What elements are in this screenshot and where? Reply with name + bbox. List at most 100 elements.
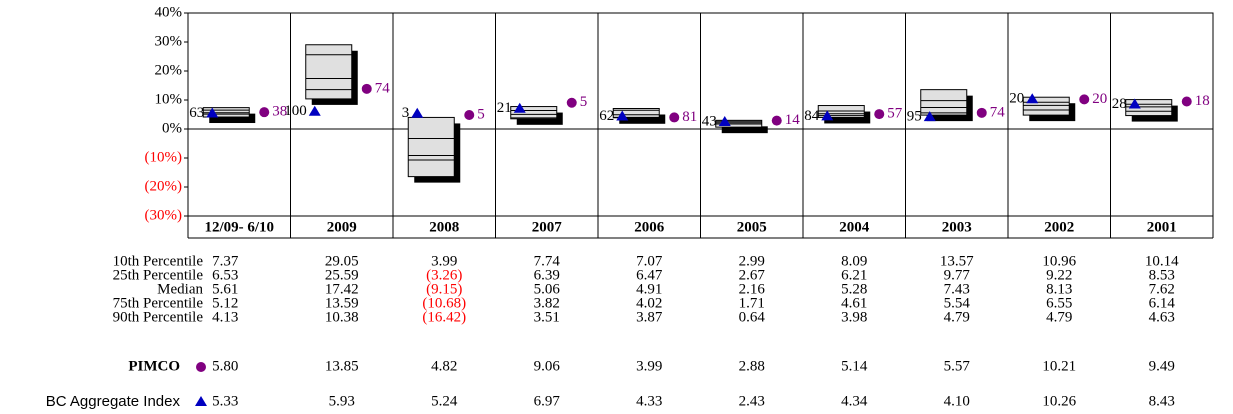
- table-value: 3.99: [636, 358, 662, 374]
- index-rank: 20: [1009, 91, 1024, 107]
- table-value: 2.16: [739, 281, 766, 297]
- index-rank: 28: [1112, 96, 1127, 112]
- table-value: 13.59: [325, 295, 359, 311]
- table-value: 10.26: [1042, 393, 1076, 409]
- index-rank: 62: [599, 108, 614, 124]
- index-marker: [1128, 98, 1141, 109]
- table-value: 0.64: [739, 309, 766, 325]
- category-label: 2003: [942, 219, 972, 235]
- table-value: 10.21: [1042, 358, 1076, 374]
- category-label: 2007: [532, 219, 563, 235]
- table-value: 5.80: [212, 358, 238, 374]
- table-value: 17.42: [325, 281, 359, 297]
- box: [920, 89, 968, 116]
- table-value: 9.77: [944, 267, 971, 283]
- pimco-marker: [464, 110, 475, 121]
- y-tick-label: 10%: [155, 91, 183, 107]
- pimco-marker: [669, 112, 680, 123]
- y-tick-label: 0%: [162, 120, 182, 136]
- table-value: 13.57: [940, 253, 974, 269]
- y-tick-label: 40%: [155, 4, 183, 20]
- pimco-marker: [361, 83, 372, 94]
- table-value: 5.12: [212, 295, 238, 311]
- table-value: 5.93: [329, 393, 355, 409]
- pimco-rank: 38: [272, 104, 287, 120]
- table-value: 5.57: [944, 358, 971, 374]
- table-value: 2.67: [739, 267, 766, 283]
- index-rank: 100: [284, 103, 307, 119]
- index-marker: [206, 107, 219, 118]
- row-label: 90th Percentile: [113, 309, 204, 325]
- pimco-rank: 20: [1092, 91, 1107, 107]
- pimco-rank: 5: [477, 106, 485, 122]
- category-label: 12/09- 6/10: [204, 219, 274, 235]
- table-value: 8.09: [841, 253, 867, 269]
- table-value: 5.33: [212, 393, 238, 409]
- legend-marker: [196, 362, 206, 372]
- index-marker: [821, 110, 834, 121]
- table-value: 6.55: [1046, 295, 1072, 311]
- row-label: 25th Percentile: [113, 267, 204, 283]
- index-rank: 43: [702, 113, 717, 129]
- index-marker: [718, 115, 731, 126]
- row-label: 10th Percentile: [113, 253, 204, 269]
- table-value: 6.53: [212, 267, 238, 283]
- table-value: 4.02: [636, 295, 662, 311]
- table-value: 6.21: [841, 267, 867, 283]
- y-tick-label: 30%: [155, 33, 183, 49]
- y-tick-label: (30%): [145, 207, 183, 223]
- y-tick-label: 20%: [155, 62, 183, 78]
- y-tick-label: (10%): [145, 149, 183, 165]
- pimco-rank: 74: [990, 104, 1006, 120]
- table-value: 2.88: [739, 358, 765, 374]
- pimco-marker: [1079, 94, 1090, 105]
- table-value: 4.34: [841, 393, 868, 409]
- pimco-marker: [771, 115, 782, 126]
- box: [305, 44, 353, 100]
- table-value: 1.71: [739, 295, 765, 311]
- category-label: 2009: [327, 219, 357, 235]
- table-value: 3.82: [534, 295, 560, 311]
- table-value: 6.14: [1149, 295, 1176, 311]
- table-value: 4.63: [1149, 309, 1175, 325]
- table-value: 2.43: [739, 393, 765, 409]
- pimco-rank: 14: [785, 112, 801, 128]
- pimco-marker: [874, 109, 885, 120]
- table-value: 9.49: [1149, 358, 1175, 374]
- table-value: 29.05: [325, 253, 359, 269]
- table-value: 4.82: [431, 358, 457, 374]
- box-shadow: [721, 126, 768, 134]
- box-shadow: [619, 114, 666, 124]
- table-value: 10.38: [325, 309, 359, 325]
- index-rank: 21: [497, 100, 512, 116]
- pimco-rank: 81: [682, 109, 697, 125]
- category-label: 2008: [429, 219, 459, 235]
- pimco-rank: 5: [580, 94, 588, 110]
- table-value: 4.79: [1046, 309, 1072, 325]
- table-value: 5.61: [212, 281, 238, 297]
- pimco-marker: [259, 107, 270, 118]
- category-label: 2005: [737, 219, 767, 235]
- row-label: 75th Percentile: [113, 295, 204, 311]
- row-label: PIMCO: [128, 358, 180, 374]
- table-value: 9.06: [534, 358, 561, 374]
- index-marker: [411, 107, 424, 118]
- index-marker: [923, 111, 936, 122]
- table-value: 4.33: [636, 393, 662, 409]
- table-value: 8.13: [1046, 281, 1072, 297]
- index-rank: 84: [804, 108, 820, 124]
- table-value: 8.53: [1149, 267, 1175, 283]
- row-label: BC Aggregate Index: [46, 393, 181, 410]
- category-label: 2006: [634, 219, 665, 235]
- table-value: 7.62: [1149, 281, 1175, 297]
- table-value: 6.39: [534, 267, 560, 283]
- row-label: Median: [157, 281, 203, 297]
- table-value: 5.28: [841, 281, 867, 297]
- table-value: 4.79: [944, 309, 970, 325]
- table-value: 5.14: [841, 358, 868, 374]
- category-label: 2004: [839, 219, 870, 235]
- legend-marker: [195, 396, 207, 406]
- table-value: (16.42): [422, 309, 466, 325]
- table-value: 8.43: [1149, 393, 1175, 409]
- category-label: 2002: [1044, 219, 1074, 235]
